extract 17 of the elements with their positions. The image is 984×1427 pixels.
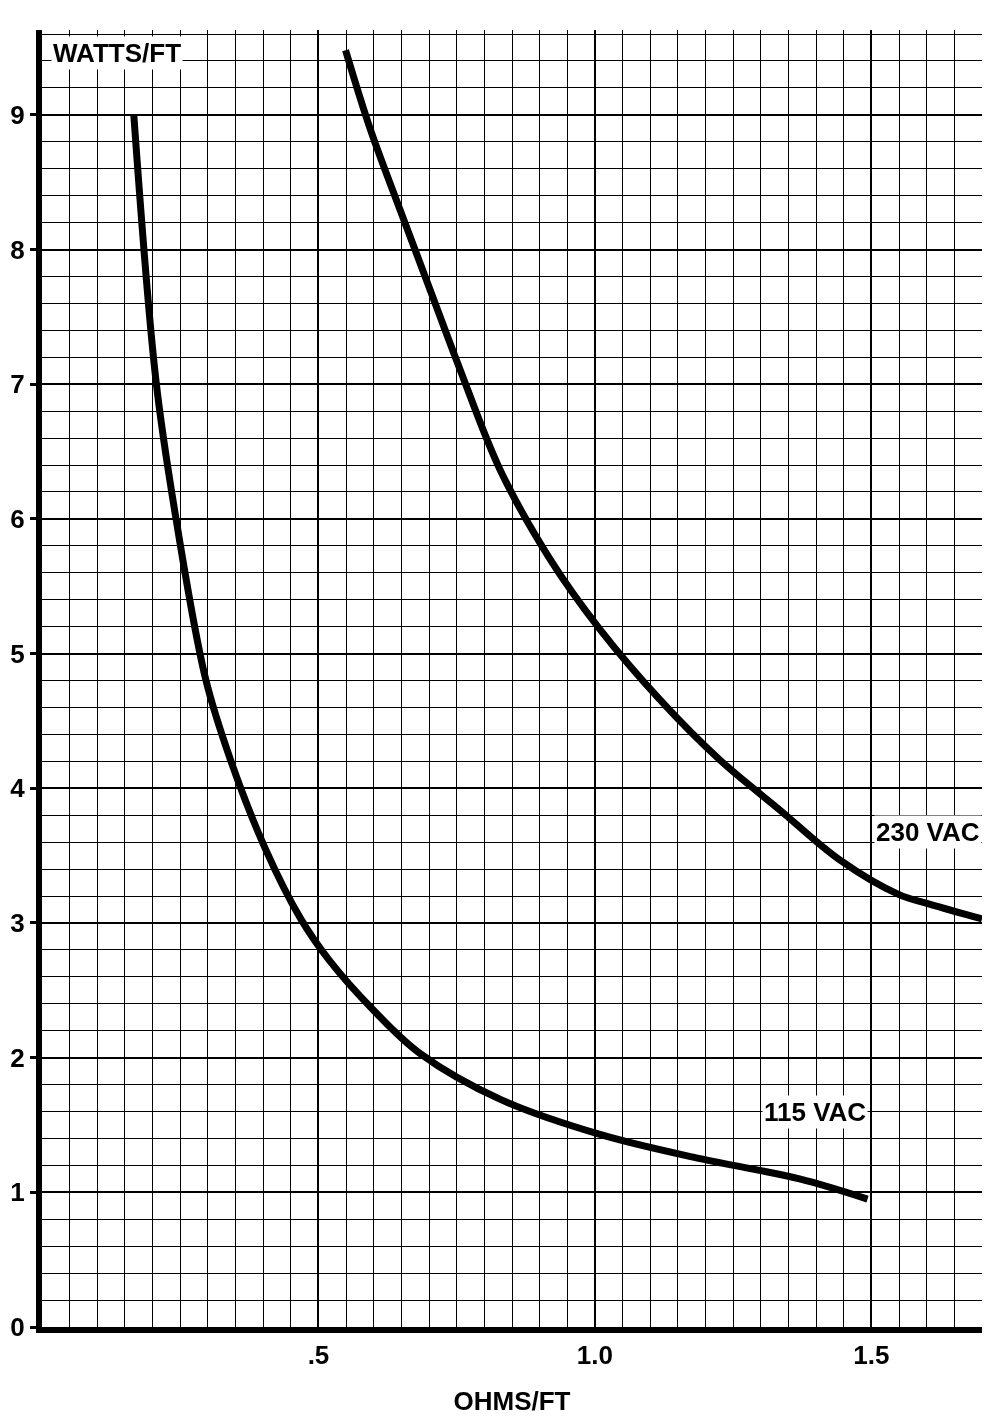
y-tick-label: 0 [10,1312,25,1343]
y-tick-label: 2 [10,1042,25,1073]
y-tick-label: 8 [10,234,25,265]
series-label: 230 VAC [876,817,980,847]
y-tick-label: 9 [10,99,25,130]
y-tick-label: 7 [10,369,25,400]
y-tick-label: 5 [10,638,25,669]
x-tick-label: 1.0 [576,1340,614,1371]
y-tick-label: 4 [10,773,26,804]
y-tick-label: 1 [10,1177,25,1208]
x-tick-label: 1.5 [853,1340,890,1371]
series-label: 115 VAC [764,1097,867,1127]
y-tick-label: 3 [10,908,25,939]
x-axis-title: OHMS/FT [453,1386,571,1417]
y-tick-label: 6 [10,504,25,534]
x-tick-label: .5 [307,1340,330,1371]
y-axis-title: WATTS/FT [53,38,182,68]
